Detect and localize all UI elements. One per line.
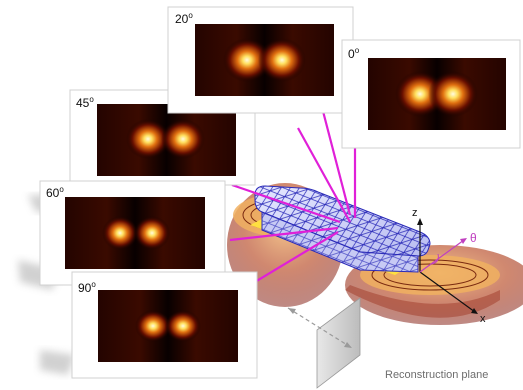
- theta-direction: [419, 239, 465, 273]
- panel-0-angle: 0: [348, 47, 355, 61]
- panel-0: 0o: [341, 39, 521, 149]
- svg-text:90o: 90o: [78, 280, 96, 295]
- panel-20-angle: 20: [175, 12, 189, 26]
- panel-20: 20o: [167, 6, 354, 114]
- nanostructure-model: [227, 183, 523, 325]
- reconstruction-plane: [287, 297, 361, 389]
- coordinate-axes: z x θ: [412, 207, 486, 325]
- svg-text:45o: 45o: [76, 95, 94, 110]
- panel-45-angle: 45: [76, 96, 90, 110]
- plane-shift-arrow: [287, 307, 353, 349]
- panel-45: 45o: [69, 89, 256, 186]
- axis-z-label: z: [412, 207, 418, 219]
- panel-90-angle: 90: [78, 281, 92, 295]
- svg-text:20o: 20o: [175, 11, 193, 26]
- svg-text:60o: 60o: [46, 185, 64, 200]
- panel-90: 90o: [71, 271, 258, 379]
- reconstruction-plane-caption: Reconstruction plane: [385, 369, 488, 381]
- panel-60: 60o: [39, 180, 226, 286]
- axis-x-label: x: [480, 313, 486, 325]
- panel-60-angle: 60: [46, 186, 60, 200]
- axis-theta-label: θ: [470, 231, 477, 245]
- svg-text:0o: 0o: [348, 46, 360, 61]
